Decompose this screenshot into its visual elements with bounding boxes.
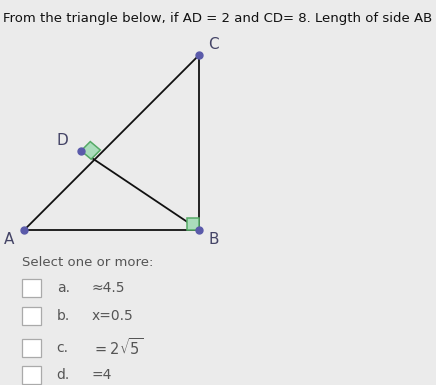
FancyBboxPatch shape <box>22 338 41 357</box>
Text: c.: c. <box>57 341 69 355</box>
Text: =4: =4 <box>92 368 112 382</box>
FancyBboxPatch shape <box>22 366 41 384</box>
FancyBboxPatch shape <box>22 307 41 325</box>
Text: From the triangle below, if AD = 2 and CD= 8. Length of side AB: From the triangle below, if AD = 2 and C… <box>3 12 433 25</box>
Text: C: C <box>208 37 219 52</box>
Polygon shape <box>187 218 199 230</box>
Text: D: D <box>56 132 68 147</box>
Polygon shape <box>81 142 100 159</box>
Text: a.: a. <box>57 281 70 295</box>
FancyBboxPatch shape <box>22 279 41 297</box>
Text: b.: b. <box>57 309 70 323</box>
Text: x=0.5: x=0.5 <box>92 309 133 323</box>
Text: B: B <box>208 232 218 247</box>
Text: d.: d. <box>57 368 70 382</box>
Text: Select one or more:: Select one or more: <box>22 256 153 269</box>
Text: A: A <box>4 232 14 247</box>
Text: ≈4.5: ≈4.5 <box>92 281 125 295</box>
Text: $=2\sqrt{5}$: $=2\sqrt{5}$ <box>92 337 143 358</box>
